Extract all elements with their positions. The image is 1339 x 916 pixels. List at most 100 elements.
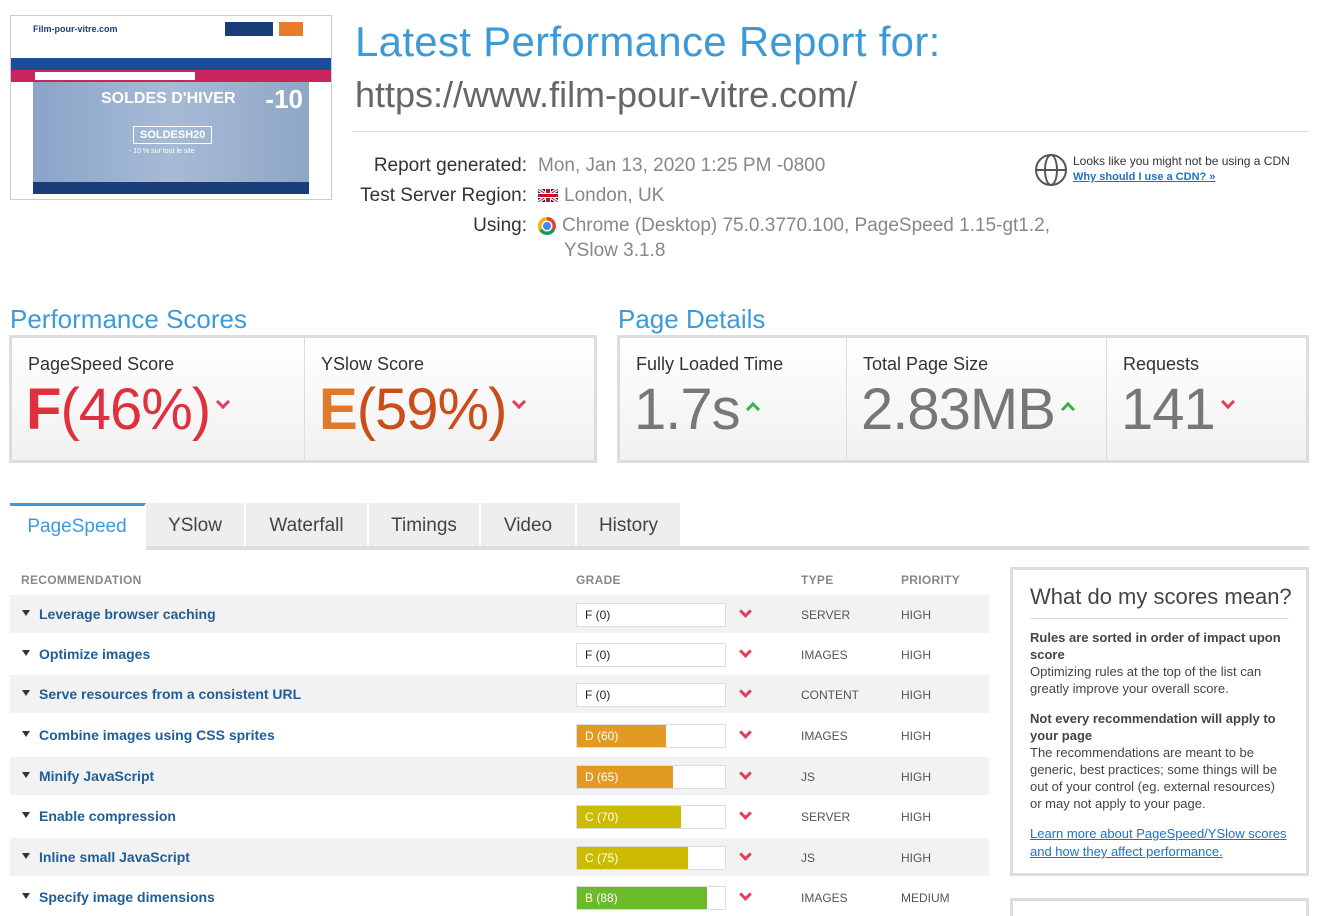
recommendation-type: JS: [801, 770, 816, 784]
header-divider: [352, 131, 1309, 132]
help-panel-title: What do my scores mean?: [1030, 584, 1292, 619]
using-label: Using:: [473, 215, 527, 236]
report-generated-value: Mon, Jan 13, 2020 1:25 PM -0800: [538, 155, 826, 176]
grade-text: C (75): [585, 851, 619, 865]
grade-bar-fill: [577, 725, 666, 747]
table-row[interactable]: Serve resources from a consistent URL F (…: [10, 675, 989, 713]
thumb-hero-sub: - 10 % sur tout le site: [129, 148, 195, 155]
recommendation-priority: HIGH: [901, 648, 931, 662]
recommendation-name[interactable]: Leverage browser caching: [39, 606, 216, 622]
yslow-grade: E: [319, 377, 358, 442]
grade-bar: F (0): [576, 603, 726, 627]
thumb-nav: [11, 58, 331, 70]
region-label: Test Server Region:: [360, 185, 527, 206]
chevron-down-icon: [739, 888, 752, 901]
expand-triangle-icon[interactable]: [22, 610, 30, 616]
tabs-divider: [146, 546, 1309, 550]
recommendation-type: CONTENT: [801, 688, 859, 702]
expand-triangle-icon[interactable]: [22, 853, 30, 859]
recommendation-name[interactable]: Serve resources from a consistent URL: [39, 686, 302, 702]
grade-text: F (0): [585, 688, 611, 702]
table-row[interactable]: Combine images using CSS sprites D (60) IM…: [10, 716, 989, 754]
table-row[interactable]: Leverage browser caching F (0) SERVER HIGH: [10, 595, 989, 633]
tab-yslow[interactable]: YSlow: [146, 503, 246, 549]
table-row[interactable]: Enable compression C (70) SERVER HIGH: [10, 797, 989, 835]
scores-help-panel: What do my scores mean? Rules are sorted…: [1010, 567, 1309, 876]
region-value: London, UK: [564, 185, 665, 206]
using-value-line2: YSlow 3.1.8: [564, 240, 666, 261]
grade-bar-fill: [577, 847, 688, 869]
tab-waterfall[interactable]: Waterfall: [246, 503, 369, 549]
recommendation-type: IMAGES: [801, 729, 848, 743]
tab-video[interactable]: Video: [481, 503, 577, 549]
chevron-down-icon: [739, 685, 752, 698]
col-header-priority: PRIORITY: [901, 573, 961, 587]
using-value-wrap: Chrome (Desktop) 75.0.3770.100, PageSpee…: [538, 215, 1050, 237]
expand-triangle-icon[interactable]: [22, 731, 30, 737]
expand-triangle-icon[interactable]: [22, 650, 30, 656]
chevron-down-icon: [739, 807, 752, 820]
thumb-logo: Film-pour-vitre.com: [33, 24, 118, 34]
col-header-grade: GRADE: [576, 573, 621, 587]
yslow-score-cell: YSlow Score E(59%): [305, 338, 594, 460]
recommendation-name[interactable]: Minify JavaScript: [39, 768, 155, 784]
table-row[interactable]: Specify image dimensions B (88) IMAGES MEDI…: [10, 878, 989, 916]
thumb-hero-code: SOLDESH20: [133, 126, 213, 144]
expand-triangle-icon[interactable]: [22, 690, 30, 696]
learn-more-link[interactable]: Learn more about PageSpeed/YSlow scores …: [1030, 826, 1287, 859]
help-text-2: The recommendations are meant to be gene…: [1030, 745, 1278, 811]
page-size-value: 2.83MB: [861, 377, 1056, 442]
pagespeed-trend-down-icon: [216, 394, 231, 409]
grade-bar-fill: [577, 887, 708, 909]
recommendation-name[interactable]: Combine images using CSS sprites: [39, 727, 275, 743]
recommendation-name[interactable]: Inline small JavaScript: [39, 849, 190, 865]
grade-text: F (0): [585, 608, 611, 622]
recommendation-type: JS: [801, 851, 816, 865]
grade-bar: C (75): [576, 846, 726, 870]
tab-timings[interactable]: Timings: [369, 503, 481, 549]
recommendation-name[interactable]: Specify image dimensions: [39, 889, 215, 905]
pagespeed-pct: (46%): [60, 377, 211, 442]
thumb-search-bar: [11, 70, 331, 82]
recommendation-type: SERVER: [801, 810, 851, 824]
region-value-wrap: London, UK: [538, 185, 664, 207]
expand-triangle-icon[interactable]: [22, 812, 30, 818]
expand-triangle-icon[interactable]: [22, 772, 30, 778]
fully-loaded-value-wrap: 1.7s: [634, 376, 760, 443]
help-text-1: Optimizing rules at the top of the list …: [1030, 664, 1262, 696]
pagespeed-score-label: PageSpeed Score: [28, 354, 175, 374]
recommendation-type: IMAGES: [801, 648, 848, 662]
recommendation-name[interactable]: Enable compression: [39, 808, 176, 824]
recommendation-name[interactable]: Optimize images: [39, 646, 151, 662]
thumb-search-field: [35, 72, 195, 80]
expand-triangle-icon[interactable]: [22, 893, 30, 899]
cdn-link[interactable]: Why should I use a CDN? »: [1073, 171, 1216, 183]
table-row[interactable]: Minify JavaScript D (65) JS HIGH: [10, 757, 989, 795]
chevron-down-icon: [739, 767, 752, 780]
table-row[interactable]: Optimize images F (0) IMAGES HIGH: [10, 635, 989, 673]
requests-trend-down-icon: [1220, 394, 1235, 409]
requests-value-wrap: 141: [1121, 376, 1235, 443]
yslow-trend-down-icon: [512, 394, 527, 409]
thumb-footer-strip: [33, 182, 309, 194]
report-title: Latest Performance Report for:: [355, 18, 941, 65]
grade-bar-fill: [577, 806, 681, 828]
grade-bar: D (65): [576, 765, 726, 789]
grade-bar-fill: [577, 766, 674, 788]
recommendation-priority: HIGH: [901, 608, 931, 622]
thumb-hero-title: SOLDES D'HIVER: [101, 90, 236, 107]
recommendation-priority: MEDIUM: [901, 891, 950, 905]
recommendation-priority: HIGH: [901, 688, 931, 702]
tab-pagespeed[interactable]: PageSpeed: [10, 503, 146, 549]
page-size-value-wrap: 2.83MB: [861, 376, 1075, 443]
grade-bar: F (0): [576, 683, 726, 707]
yslow-score-value: E(59%): [319, 376, 527, 443]
grade-bar: F (0): [576, 643, 726, 667]
table-row[interactable]: Inline small JavaScript C (75) JS HIGH: [10, 838, 989, 876]
recommendation-type: SERVER: [801, 608, 851, 622]
size-trend-up-icon: [1060, 401, 1075, 416]
recommendation-priority: HIGH: [901, 729, 931, 743]
tab-history[interactable]: History: [577, 503, 682, 549]
thumb-cart-icon: [279, 22, 303, 36]
grade-text: D (60): [585, 729, 619, 743]
